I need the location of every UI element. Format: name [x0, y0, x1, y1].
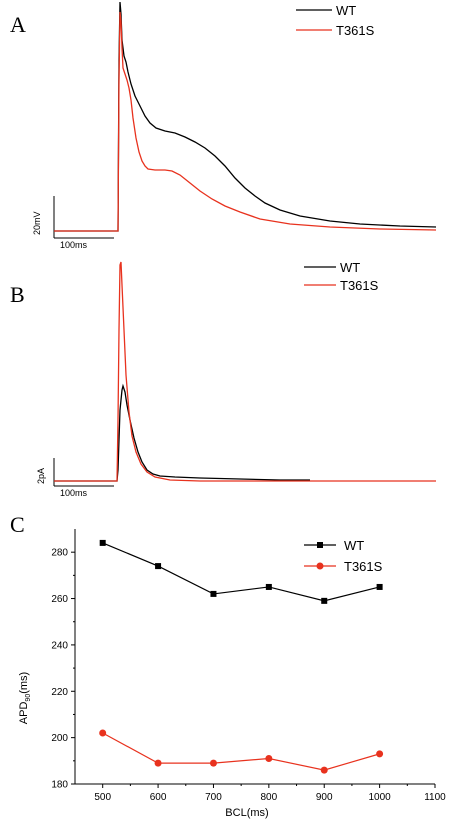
panel-c-legend-t361s-label: T361S [344, 559, 383, 574]
panel-a-legend-t361s-label: T361S [336, 23, 375, 38]
panel-c-point-t361s [265, 755, 273, 762]
panel-c-legend-t361s-marker [316, 562, 324, 570]
panel-c-point-wt [376, 583, 383, 590]
panel-c-letter: C [10, 512, 25, 537]
panel-c-y-tick-label: 220 [51, 687, 68, 698]
panel-c-series-line-wt [102, 542, 380, 602]
panel-c-legend-wt-label: WT [344, 538, 364, 553]
panel-b-scale-time-label: 100ms [60, 488, 88, 498]
panel-c-point-t361s [154, 759, 162, 767]
panel-c-point-wt [99, 539, 106, 546]
panel-b-trace-wt [54, 383, 310, 482]
panel-c-y-axis-title: APD90(ms) [18, 672, 32, 724]
panel-c-x-tick-label: 600 [150, 792, 167, 803]
panel-a-trace-wt [54, 1, 437, 232]
panel-c-y-tick-label: 180 [51, 780, 68, 791]
panel-c-point-wt [265, 583, 272, 590]
panel-b-legend-t361s-label: T361S [340, 278, 379, 293]
panel-a-scale-voltage-label: 20mV [32, 211, 42, 235]
panel-c-point-t361s [99, 729, 107, 737]
panel-c-y-tick-label: 280 [51, 548, 68, 559]
panel-b-letter: B [10, 282, 25, 307]
panel-c-x-ticks: 500 600 700 800 900 1000 1100 [94, 784, 446, 803]
panel-c-series [99, 539, 384, 774]
panel-c-y-tick-label: 260 [51, 594, 68, 605]
panel-a-letter: A [10, 12, 26, 37]
panel-c-legend-wt-marker [317, 542, 323, 548]
panel-c-y-tick-label: 200 [51, 733, 68, 744]
panel-c-point-wt [321, 597, 328, 604]
panel-c-x-tick-label: 500 [94, 792, 111, 803]
panel-a-trace-t361s [54, 11, 437, 232]
panel-c-x-axis-title: BCL(ms) [225, 807, 268, 819]
panel-c-point-t361s [209, 759, 217, 767]
panel-c-y-tick-label: 240 [51, 640, 68, 651]
panel-c-x-tick-label: 1000 [368, 792, 391, 803]
panel-c-point-t361s [376, 750, 384, 758]
panel-c-y-ticks: 180 200 220 240 260 280 [51, 548, 75, 791]
panel-c-x-tick-label: 700 [205, 792, 222, 803]
panel-c: C 500 600 700 800 900 1000 1100 180 200 220 240 26… [10, 512, 446, 819]
panel-c-x-tick-label: 800 [261, 792, 278, 803]
panel-b: B WT T361S 2pA 100ms [10, 260, 436, 498]
panel-c-point-wt [155, 563, 162, 570]
panel-c-x-tick-label: 900 [316, 792, 333, 803]
panel-c-point-wt [210, 590, 217, 597]
panel-c-series-line-t361s [102, 732, 380, 771]
panel-c-x-tick-label: 1100 [424, 792, 446, 803]
panel-a-legend-wt-label: WT [336, 3, 356, 18]
panel-a-scale-time-label: 100ms [60, 240, 88, 250]
panel-b-scale-current-label: 2pA [36, 468, 46, 484]
panel-c-point-t361s [320, 766, 328, 774]
panel-b-legend-wt-label: WT [340, 260, 360, 275]
panel-a: A WT T361S 20mV 100ms [10, 1, 437, 250]
panel-b-trace-t361s [54, 261, 436, 482]
